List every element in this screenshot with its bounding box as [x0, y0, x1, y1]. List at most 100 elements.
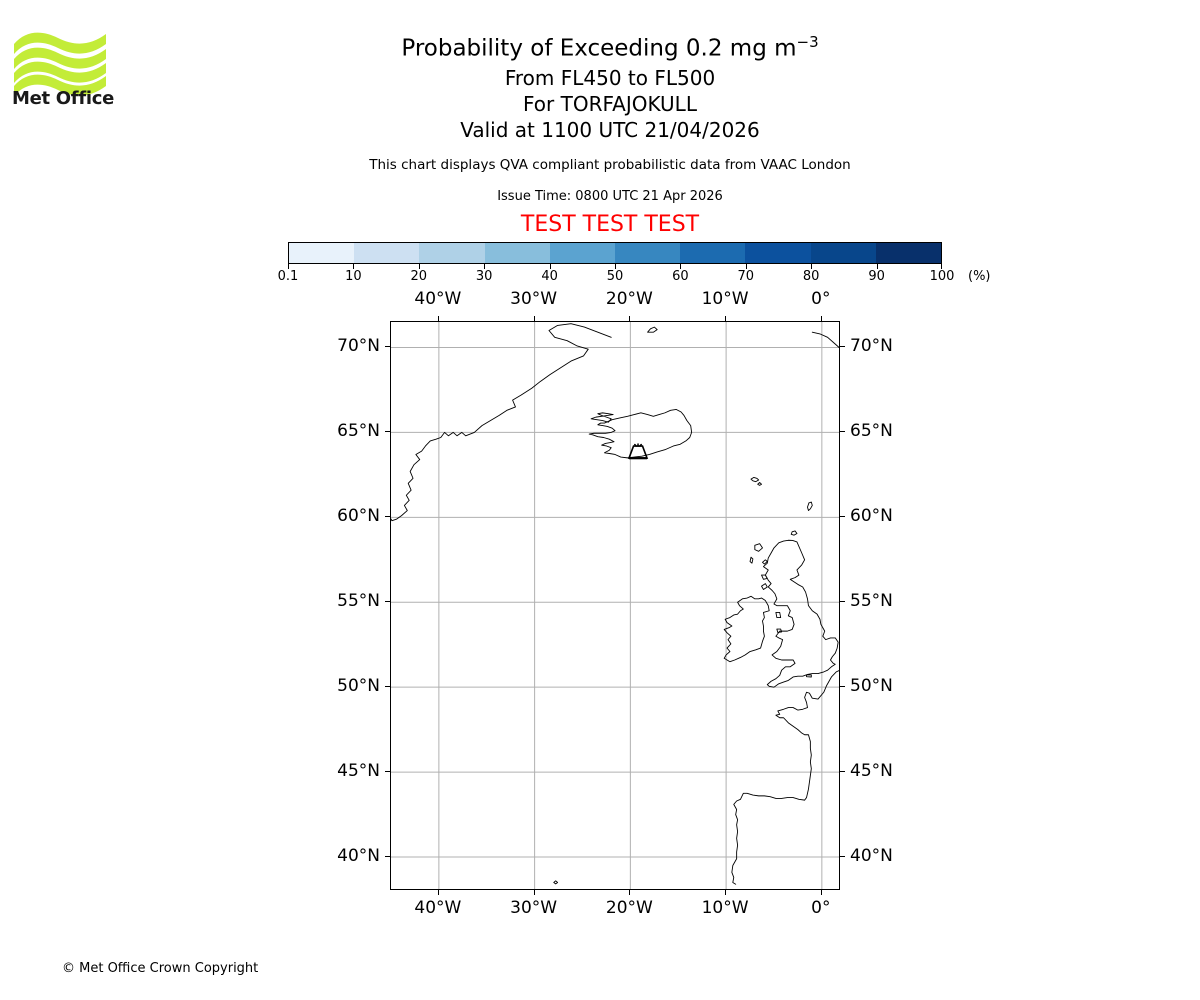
- lat-tick-left-6: [385, 856, 390, 858]
- colorbar-tick-3: [418, 264, 420, 269]
- coastline-segment-10: [754, 543, 763, 552]
- colorbar-segment-3: [419, 243, 485, 263]
- lon-tick-top-1: [533, 316, 535, 321]
- met-office-logo-text: Met Office: [12, 88, 115, 109]
- map-canvas: [391, 322, 839, 889]
- colorbar-tick-label-4: 30: [475, 269, 493, 284]
- colorbar-tick-4: [484, 264, 486, 269]
- map-gridlines: [391, 322, 839, 889]
- colorbar-segment-6: [615, 243, 681, 263]
- logo-wave-band-3: [14, 61, 106, 83]
- coastline-segment-2: [590, 412, 614, 423]
- volcano-plume-3: [639, 443, 642, 447]
- coastline-segment-13: [761, 583, 768, 590]
- volcano-name-line: For TORFAJOKULL: [523, 91, 697, 116]
- coastline-segment-8: [763, 539, 839, 688]
- lon-label-bottom-0: 40°W: [414, 898, 462, 918]
- test-banner: TEST TEST TEST: [520, 212, 700, 237]
- lat-tick-left-0: [385, 346, 390, 348]
- colorbar-tick-11: [941, 264, 942, 269]
- lat-label-right-0: 70°N: [850, 336, 893, 357]
- coastline-segment-9: [762, 559, 768, 565]
- lat-tick-left-5: [385, 771, 390, 773]
- lat-label-right-3: 55°N: [850, 591, 893, 612]
- lat-label-right-4: 50°N: [850, 676, 893, 697]
- lat-tick-left-4: [385, 686, 390, 688]
- colorbar-tick-2: [353, 264, 355, 269]
- page-title-exponent: −3: [796, 33, 819, 51]
- page-title-text: Probability of Exceeding 0.2 mg m: [401, 35, 797, 62]
- colorbar-gradient: [288, 242, 942, 264]
- lat-label-left-2: 60°N: [337, 506, 380, 527]
- map-plot-area[interactable]: [390, 321, 840, 890]
- lat-tick-right-2: [840, 516, 845, 518]
- colorbar-segment-9: [810, 243, 876, 263]
- coastline-segment-16: [806, 674, 812, 678]
- colorbar-tick-label-8: 70: [737, 269, 755, 284]
- lon-tick-bottom-2: [629, 890, 631, 895]
- lon-label-bottom-1: 30°W: [510, 898, 558, 918]
- logo-wave-band-4: [14, 74, 106, 96]
- volcano-plume-1: [634, 443, 638, 447]
- coastline-segment-20: [731, 792, 806, 885]
- colorbar-tick-label-3: 20: [410, 269, 428, 284]
- coastline-segment-3: [647, 326, 658, 333]
- colorbar-segment-5: [549, 243, 616, 263]
- lat-label-left-6: 40°N: [337, 846, 380, 867]
- coastline-segment-18: [811, 331, 839, 348]
- colorbar-tick-label-1: 0.1: [277, 269, 299, 284]
- lon-label-top-3: 10°W: [701, 289, 749, 309]
- lat-tick-left-2: [385, 516, 390, 518]
- colorbar-ticks: [288, 264, 942, 272]
- copyright-footer: © Met Office Crown Copyright: [62, 961, 259, 976]
- colorbar-tick-7: [680, 264, 682, 269]
- colorbar-segment-2: [354, 243, 420, 263]
- lon-label-bottom-2: 20°W: [605, 898, 653, 918]
- lon-label-top-2: 20°W: [605, 289, 653, 309]
- lon-label-bottom-3: 10°W: [701, 898, 749, 918]
- met-office-logo: [12, 26, 112, 112]
- colorbar-tick-label-7: 60: [672, 269, 689, 284]
- lat-tick-left-1: [385, 431, 390, 433]
- volcano-marker-icon: [627, 443, 649, 460]
- qva-note: This chart displays QVA compliant probab…: [369, 157, 851, 173]
- lat-label-left-4: 50°N: [337, 676, 380, 697]
- lon-label-top-4: 0°: [811, 289, 831, 309]
- lon-tick-bottom-3: [725, 890, 727, 895]
- lat-tick-right-3: [840, 601, 845, 603]
- lat-label-right-6: 40°N: [850, 846, 893, 867]
- colorbar-tick-label-6: 50: [606, 269, 624, 284]
- colorbar-tick-5: [549, 264, 551, 269]
- lat-label-right-1: 65°N: [850, 421, 893, 442]
- lon-label-top-1: 30°W: [510, 289, 558, 309]
- colorbar-tick-8: [745, 264, 747, 269]
- met-office-wave-mark: [14, 32, 106, 96]
- probability-colorbar: [288, 242, 942, 264]
- lon-tick-bottom-4: [820, 890, 822, 895]
- lat-label-right-2: 60°N: [850, 506, 893, 527]
- logo-wave-band-2: [14, 47, 106, 69]
- issue-time: Issue Time: 0800 UTC 21 Apr 2026: [497, 189, 723, 204]
- coastline-segment-15: [775, 611, 782, 618]
- colorbar-segment-4: [484, 243, 550, 263]
- colorbar-tick-label-5: 40: [541, 269, 558, 284]
- lat-label-left-3: 55°N: [337, 591, 380, 612]
- coastline-segment-21: [553, 880, 559, 885]
- page-title: Probability of Exceeding 0.2 mg m−3: [300, 26, 920, 65]
- lat-label-left-5: 45°N: [337, 761, 380, 782]
- colorbar-tick-labels: 0.1 10 20 30 40 50 60 70 80 90 100: [278, 269, 955, 287]
- coastline-segment-14: [776, 628, 783, 633]
- lon-tick-top-3: [725, 316, 727, 321]
- coastline-segment-12: [761, 574, 768, 580]
- lat-label-left-1: 65°N: [337, 421, 380, 442]
- lon-tick-top-2: [629, 316, 631, 321]
- colorbar-tick-label-2: 10: [345, 269, 362, 284]
- lon-tick-bottom-0: [437, 890, 439, 895]
- volcano-base: [629, 457, 648, 460]
- coastline-segment-5: [757, 482, 762, 486]
- lat-tick-right-6: [840, 856, 845, 858]
- colorbar-tick-6: [615, 264, 616, 269]
- colorbar-tick-label-10: 90: [868, 269, 885, 284]
- lat-label-right-5: 45°N: [850, 761, 893, 782]
- lat-tick-right-0: [840, 346, 845, 348]
